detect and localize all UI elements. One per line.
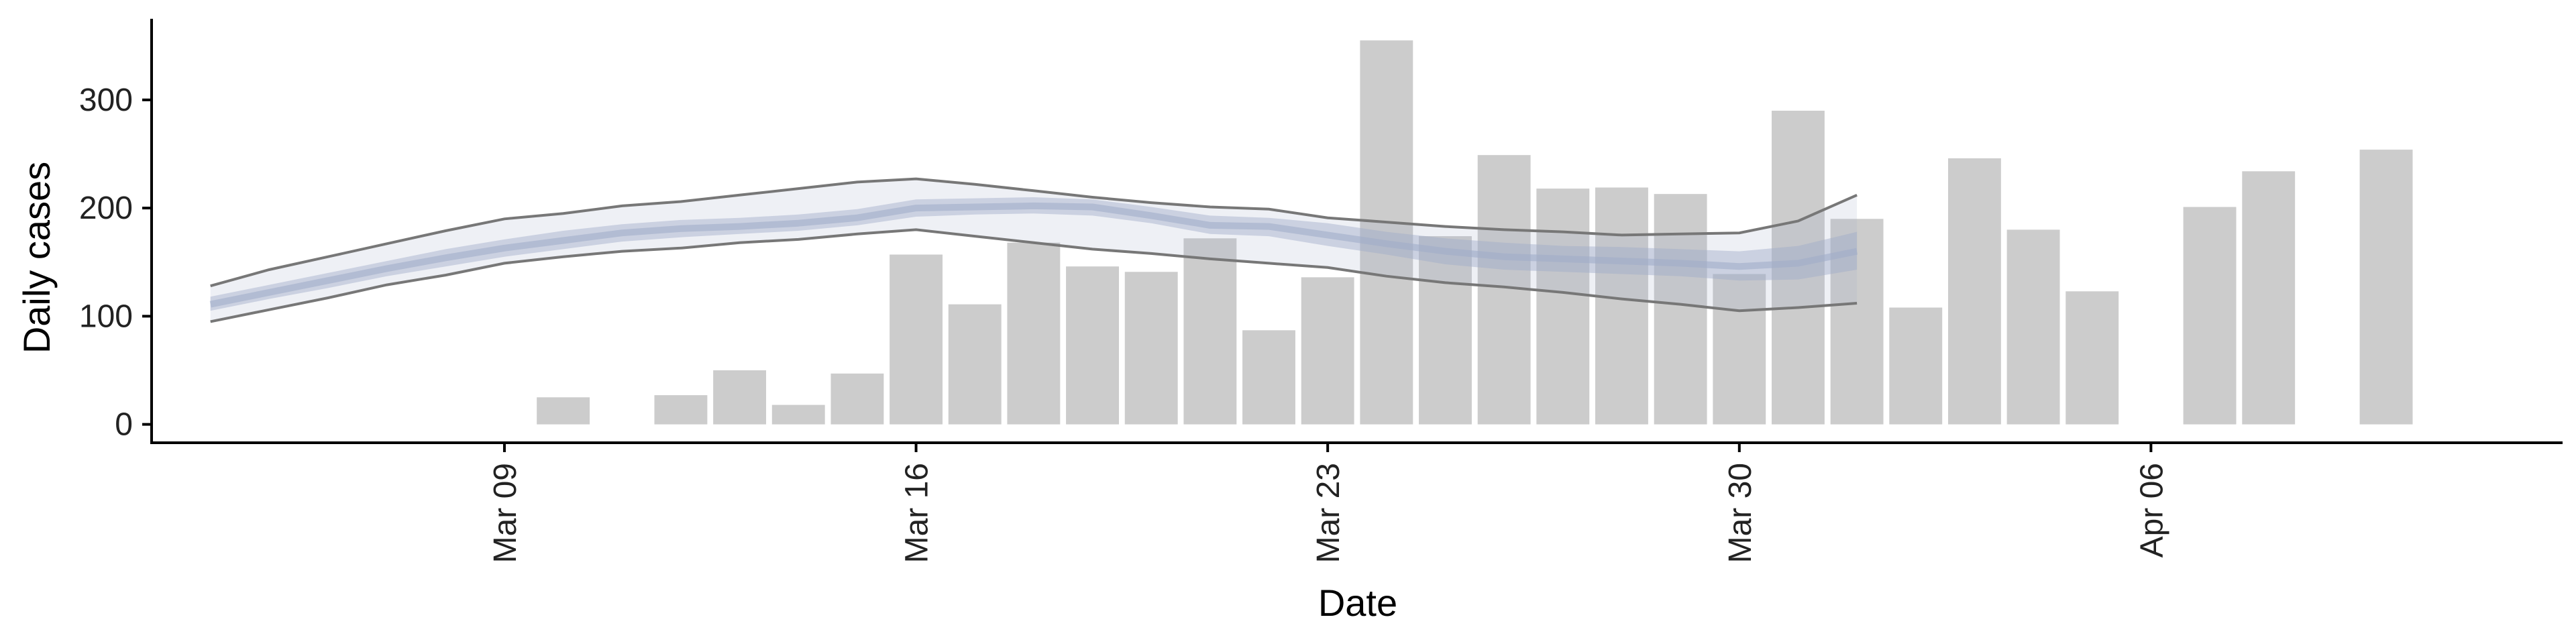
bar <box>1889 307 1943 425</box>
bar <box>830 373 884 425</box>
y-tick-label: 300 <box>79 83 133 118</box>
bar <box>2359 150 2413 425</box>
bar <box>771 405 825 425</box>
bar <box>2006 229 2060 425</box>
bar <box>1301 277 1354 425</box>
axes-layer <box>150 19 2563 444</box>
x-axis-title: Date <box>1318 582 1397 624</box>
bar <box>537 397 590 425</box>
bar <box>1536 189 1590 425</box>
bar <box>1360 40 1413 425</box>
bar <box>1242 330 1295 425</box>
bar <box>1419 236 1472 425</box>
bar <box>1654 194 1707 425</box>
median-estimate-line <box>209 202 1858 308</box>
bar <box>1066 266 1119 425</box>
bar <box>1183 238 1237 425</box>
x-tick-label: Apr 06 <box>2134 463 2169 557</box>
bar <box>1713 274 1766 425</box>
x-tick-label: Mar 09 <box>488 463 523 563</box>
bar <box>2065 291 2119 425</box>
bar <box>1007 242 1061 425</box>
bar <box>1124 272 1178 425</box>
upper-bound-line <box>210 177 1858 288</box>
x-tick-label: Mar 23 <box>1311 463 1346 563</box>
inner-interval-band <box>210 197 1858 311</box>
x-tick-label: Mar 16 <box>900 463 935 563</box>
bar <box>1595 187 1648 425</box>
estimate-band-layer <box>209 177 1858 323</box>
y-axis-title: Daily cases <box>15 162 58 354</box>
lower-bound-line <box>210 228 1858 323</box>
bar <box>2183 207 2237 425</box>
y-tick-label: 200 <box>79 191 133 226</box>
bar <box>890 254 943 425</box>
bar <box>654 395 708 425</box>
bar <box>713 370 767 425</box>
x-ticks: Mar 09 Mar 16 Mar 23 Mar 30 Apr 06 <box>488 443 2169 563</box>
y-tick-label: 0 <box>115 407 133 443</box>
bars-layer <box>537 40 2413 425</box>
bar <box>948 304 1002 425</box>
x-tick-label: Mar 30 <box>1723 463 1758 563</box>
bar <box>2242 171 2296 425</box>
outer-interval-band <box>210 178 1858 322</box>
y-tick-label: 100 <box>79 299 133 334</box>
bar <box>1947 158 2001 425</box>
y-ticks: 0 100 200 300 <box>79 83 152 443</box>
